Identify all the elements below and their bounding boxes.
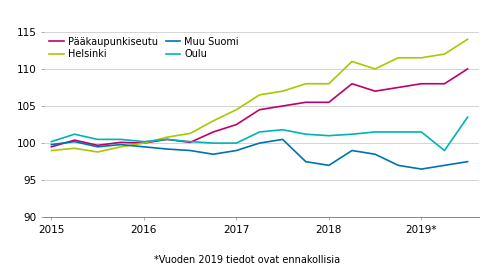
Helsinki [280, 90, 286, 93]
Helsinki [48, 149, 54, 152]
Helsinki [118, 145, 124, 148]
Line: Oulu: Oulu [51, 117, 468, 151]
Muu Suomi [187, 149, 193, 152]
Muu Suomi [418, 167, 424, 171]
Pääkaupunkiseutu [326, 101, 332, 104]
Oulu [303, 132, 309, 136]
Legend: Pääkaupunkiseutu, Helsinki, Muu Suomi, Oulu: Pääkaupunkiseutu, Helsinki, Muu Suomi, O… [49, 37, 239, 59]
Line: Pääkaupunkiseutu: Pääkaupunkiseutu [51, 69, 468, 147]
Oulu [349, 132, 355, 136]
Muu Suomi [372, 153, 378, 156]
Pääkaupunkiseutu [210, 130, 216, 134]
Pääkaupunkiseutu [280, 104, 286, 108]
Muu Suomi [303, 160, 309, 163]
Oulu [372, 130, 378, 134]
Oulu [164, 138, 170, 141]
Helsinki [187, 132, 193, 135]
Helsinki [465, 38, 471, 41]
Oulu [141, 140, 147, 143]
Pääkaupunkiseutu [164, 138, 170, 141]
Pääkaupunkiseutu [372, 90, 378, 93]
Oulu [234, 142, 240, 145]
Pääkaupunkiseutu [303, 101, 309, 104]
Pääkaupunkiseutu [187, 141, 193, 144]
Oulu [418, 130, 424, 134]
Pääkaupunkiseutu [118, 141, 124, 144]
Muu Suomi [95, 145, 101, 148]
Oulu [465, 116, 471, 119]
Oulu [48, 140, 54, 143]
Oulu [118, 138, 124, 141]
Muu Suomi [210, 153, 216, 156]
Pääkaupunkiseutu [442, 82, 448, 85]
Pääkaupunkiseutu [418, 82, 424, 85]
Helsinki [72, 147, 78, 150]
Line: Muu Suomi: Muu Suomi [51, 139, 468, 169]
Muu Suomi [326, 164, 332, 167]
Helsinki [234, 108, 240, 111]
Muu Suomi [349, 149, 355, 152]
Helsinki [326, 82, 332, 85]
Oulu [210, 142, 216, 145]
Muu Suomi [234, 149, 240, 152]
Muu Suomi [72, 140, 78, 143]
Muu Suomi [256, 142, 262, 145]
Pääkaupunkiseutu [95, 144, 101, 147]
Pääkaupunkiseutu [395, 86, 401, 89]
Oulu [280, 128, 286, 131]
Helsinki [256, 93, 262, 96]
Oulu [95, 138, 101, 141]
Pääkaupunkiseutu [48, 145, 54, 148]
Pääkaupunkiseutu [141, 142, 147, 145]
Helsinki [210, 119, 216, 122]
Pääkaupunkiseutu [72, 139, 78, 142]
Oulu [395, 130, 401, 134]
Helsinki [164, 136, 170, 139]
Muu Suomi [118, 143, 124, 146]
Oulu [256, 130, 262, 134]
Muu Suomi [395, 164, 401, 167]
Pääkaupunkiseutu [349, 82, 355, 85]
Muu Suomi [48, 143, 54, 146]
Muu Suomi [164, 147, 170, 151]
Muu Suomi [442, 164, 448, 167]
Oulu [442, 149, 448, 152]
Helsinki [372, 67, 378, 70]
Helsinki [395, 56, 401, 59]
Helsinki [418, 56, 424, 59]
Pääkaupunkiseutu [256, 108, 262, 111]
Pääkaupunkiseutu [465, 67, 471, 70]
Muu Suomi [280, 138, 286, 141]
Oulu [72, 132, 78, 136]
Helsinki [349, 60, 355, 63]
Pääkaupunkiseutu [234, 123, 240, 126]
Text: *Vuoden 2019 tiedot ovat ennakollisia: *Vuoden 2019 tiedot ovat ennakollisia [154, 255, 340, 265]
Oulu [326, 134, 332, 137]
Muu Suomi [141, 145, 147, 148]
Helsinki [442, 52, 448, 56]
Helsinki [95, 151, 101, 154]
Line: Helsinki: Helsinki [51, 39, 468, 152]
Helsinki [141, 142, 147, 145]
Oulu [187, 140, 193, 143]
Muu Suomi [465, 160, 471, 163]
Helsinki [303, 82, 309, 85]
